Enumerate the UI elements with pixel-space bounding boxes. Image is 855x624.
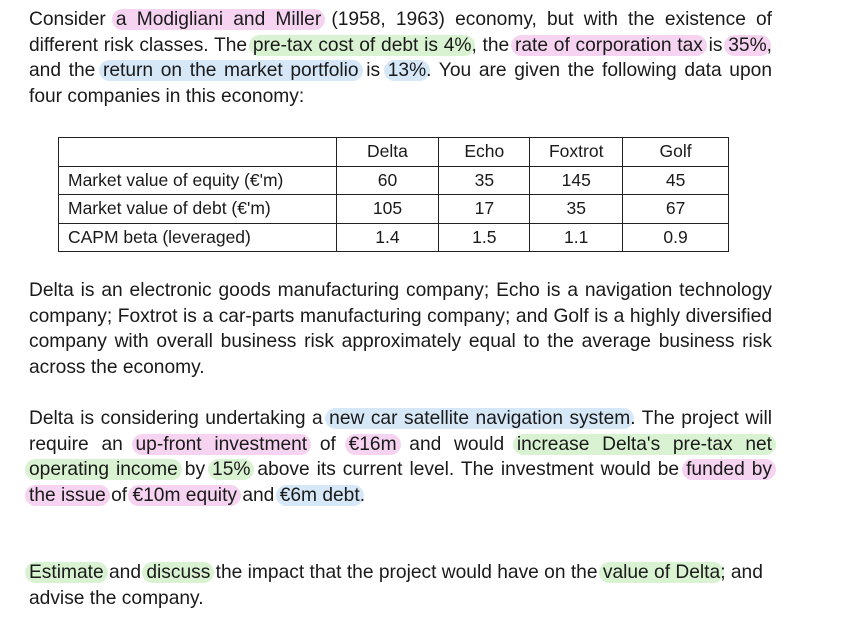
intro-text: . You are given the following data upon … <box>29 60 772 107</box>
table-cell: 60 <box>335 165 440 195</box>
table-row: CAPM beta (leveraged) 1.4 1.5 1.1 0.9 <box>58 222 729 252</box>
table-cell: 35 <box>529 194 624 224</box>
table-header-foxtrot: Foxtrot <box>529 137 624 167</box>
table-cell: 1.1 <box>529 222 624 252</box>
project-text: and would <box>396 433 517 455</box>
highlight-estimate: Estimate <box>25 562 108 583</box>
highlight-tax-value: 35% <box>724 34 771 56</box>
task-text: and <box>103 562 147 583</box>
table-header-golf: Golf <box>622 137 729 167</box>
highlight-cost-of-debt: pre-tax cost of debt is 4% <box>248 34 476 56</box>
row-label: Market value of debt (€'m) <box>58 194 337 224</box>
table-header-cell <box>58 137 337 167</box>
highlight-income-percent: 15% <box>208 459 255 480</box>
task-text: ; and advise the company. <box>29 562 763 609</box>
row-label: CAPM beta (leveraged) <box>58 222 337 252</box>
highlight-tax-rate: rate of corporation tax <box>510 34 707 56</box>
intro-text: , the <box>471 34 515 56</box>
table-cell: 1.5 <box>438 222 531 252</box>
intro-paragraph: Consider a Modigliani and Miller (1958, … <box>29 7 772 109</box>
highlight-market-return: return on the market portfolio <box>98 60 363 81</box>
intro-text: is <box>702 34 729 56</box>
company-data-table: Delta Echo Foxtrot Golf Market value of … <box>58 137 729 252</box>
highlight-discuss: discuss <box>142 562 215 583</box>
project-text: by <box>177 459 213 480</box>
table-cell: 105 <box>335 194 440 224</box>
intro-text: Consider <box>29 9 116 30</box>
table-header-delta: Delta <box>335 137 440 167</box>
highlight-value-of-delta: value of Delta <box>598 562 725 583</box>
task-paragraph: Estimate and discuss the impact that the… <box>25 560 772 611</box>
table-cell: 0.9 <box>622 222 729 252</box>
intro-text: is <box>358 60 388 81</box>
project-text: . <box>359 484 366 506</box>
table-row: Market value of debt (€'m) 105 17 35 67 <box>58 194 729 224</box>
project-text: Delta is considering undertaking a <box>29 408 330 429</box>
project-text: . The project will require an <box>29 408 772 455</box>
companies-paragraph: Delta is an electronic goods manufacturi… <box>29 280 772 378</box>
project-text: of <box>105 484 133 506</box>
table-cell: 145 <box>529 165 624 195</box>
highlight-new-project: new car satellite navigation system <box>325 408 635 429</box>
table-header-row: Delta Echo Foxtrot Golf <box>58 137 729 167</box>
highlight-investment: up-front investment <box>131 433 312 455</box>
table-cell: 35 <box>438 165 531 195</box>
table-cell: 45 <box>622 165 729 195</box>
table-cell: 67 <box>622 194 729 224</box>
project-paragraph: Delta is considering undertaking a new c… <box>25 406 776 508</box>
highlight-equity-issue: €10m equity <box>128 484 241 506</box>
highlight-market-return-value: 13% <box>383 60 431 81</box>
project-text: and <box>237 484 280 506</box>
task-text: the impact that the project would have o… <box>210 562 603 583</box>
intro-text: , and the <box>29 34 772 82</box>
row-label: Market value of equity (€'m) <box>58 165 337 195</box>
table-cell: 1.4 <box>335 222 440 252</box>
table-row: Market value of equity (€'m) 60 35 145 4… <box>58 165 729 195</box>
project-text: of <box>307 433 349 455</box>
table-cell: 17 <box>438 194 531 224</box>
highlight-mm-economy: a Modigliani and Miller <box>111 9 326 30</box>
project-text: above its current level. The investment … <box>250 459 687 480</box>
table-header-echo: Echo <box>438 137 531 167</box>
highlight-investment-amount: €16m <box>344 433 401 455</box>
intro-text: (1958, 1963) economy, but with the exist… <box>29 9 773 56</box>
highlight-debt-issue: €6m debt <box>275 484 364 506</box>
